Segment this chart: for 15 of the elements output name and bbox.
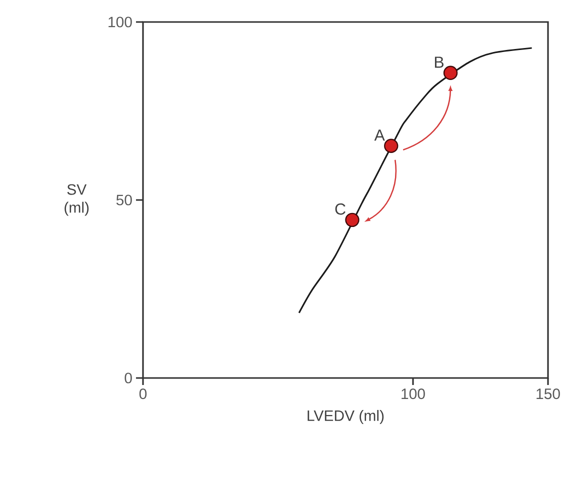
y-tick-label: 100 (108, 16, 132, 28)
point (384, 138, 398, 153)
line-series (298, 47, 533, 314)
x-tick-label: 0 (139, 388, 147, 400)
x-tick-label: 150 (536, 388, 560, 400)
annotation: B (434, 56, 444, 68)
point (345, 212, 360, 228)
x-tick-label: 100 (402, 388, 425, 400)
y-tick-label: 0 (124, 372, 132, 384)
y-tick-label: 50 (116, 194, 132, 206)
point (443, 66, 458, 80)
annotation: A (374, 130, 385, 141)
annotation: C (335, 203, 346, 215)
y-axis-title: SV (ml) (64, 184, 89, 216)
x-axis-title: LVEDV (ml) (308, 410, 384, 424)
